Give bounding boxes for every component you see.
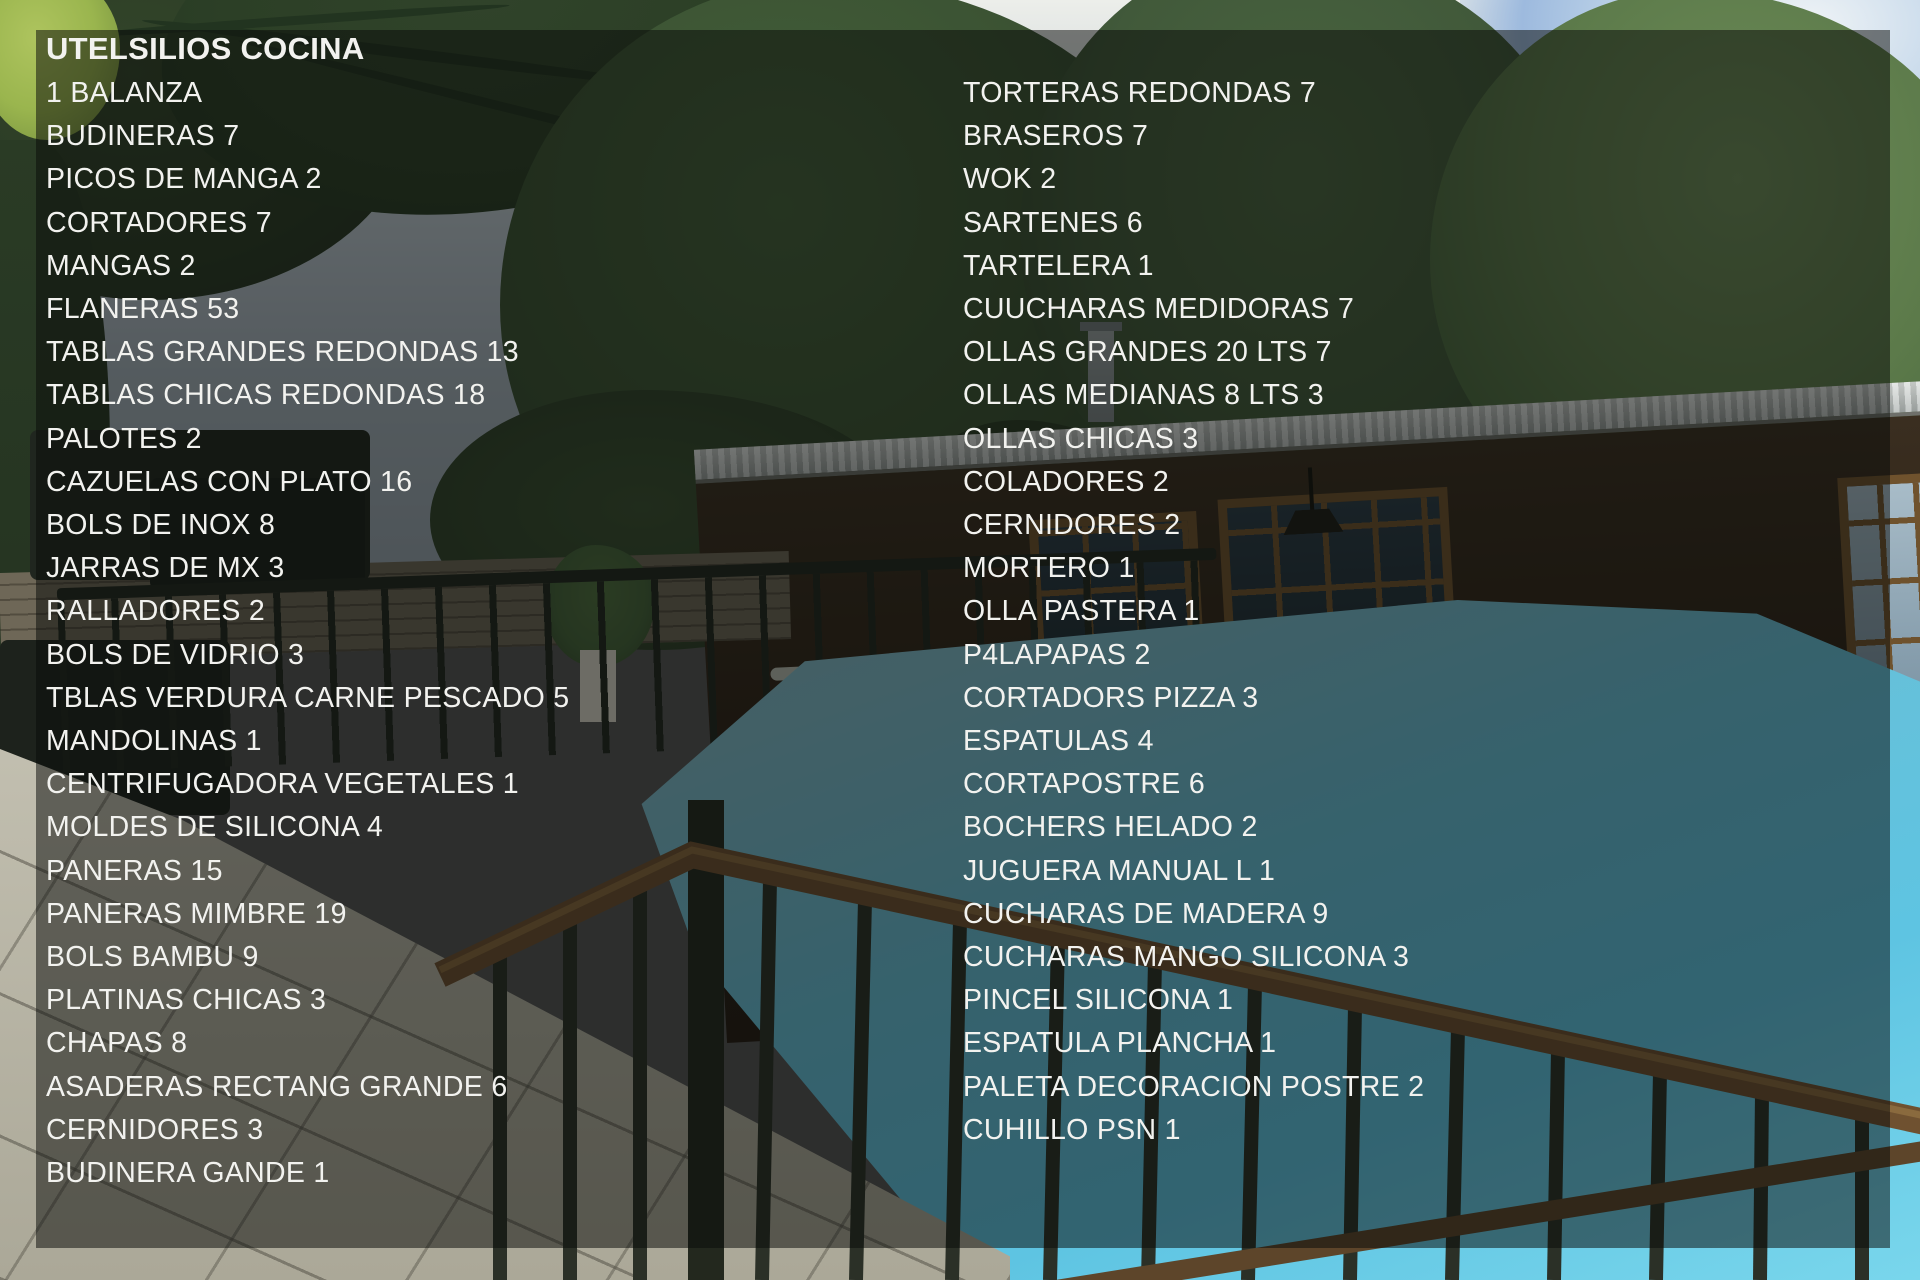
- list-item: OLLAS GRANDES 20 LTS 7: [963, 336, 1332, 369]
- list-item: CENTRIFUGADORA VEGETALES 1: [46, 768, 519, 801]
- list-item: ESPATULAS 4: [963, 725, 1154, 758]
- left-column: UTELSILIOS COCINA 1 BALANZA BUDINERAS 7 PI…: [46, 26, 569, 1195]
- list-item: BRASEROS 7: [963, 120, 1149, 153]
- list-item: 1 BALANZA: [46, 77, 203, 109]
- list-item: CORTADORS PIZZA 3: [963, 681, 1259, 714]
- list-item: CUUCHARAS MEDIDORAS 7: [963, 293, 1355, 326]
- left-item-list: 1 BALANZA BUDINERAS 7 PICOS DE MANGA 2 CORT…: [46, 72, 569, 1195]
- list-item: TBLAS VERDURA CARNE PESCADO 5: [46, 681, 570, 714]
- list-item: WOK 2: [963, 163, 1057, 196]
- list-item: PLATINAS CHICAS 3: [46, 984, 327, 1017]
- list-item: RALLADORES 2: [46, 595, 266, 628]
- list-item: PICOS DE MANGA 2: [46, 163, 322, 196]
- list-item: FLANERAS 53: [46, 293, 240, 326]
- list-item: BOLS DE VIDRIO 3: [46, 638, 305, 671]
- list-item: SARTENES 6: [963, 206, 1143, 239]
- list-item: PINCEL SILICONA 1: [963, 984, 1234, 1017]
- list-item: COLADORES 2: [963, 465, 1170, 498]
- list-item: CHAPAS 8: [46, 1027, 188, 1060]
- list-item: JARRAS DE MX 3: [46, 552, 285, 585]
- list-item: TARTELERA 1: [963, 249, 1154, 282]
- list-item: ASADERAS RECTANG GRANDE 6: [46, 1070, 508, 1103]
- list-item: OLLAS MEDIANAS 8 LTS 3: [963, 379, 1324, 412]
- list-item: P4LAPAPAS 2: [963, 638, 1151, 671]
- list-item: BOCHERS HELADO 2: [963, 811, 1258, 844]
- list-item: MANDOLINAS 1: [46, 725, 262, 758]
- list-item: BOLS BAMBU 9: [46, 941, 259, 974]
- list-item: MOLDES DE SILICONA 4: [46, 811, 384, 844]
- list-item: TABLAS GRANDES REDONDAS 13: [46, 336, 519, 369]
- list-item: CUHILLO PSN 1: [963, 1113, 1181, 1146]
- list-item: MORTERO 1: [963, 552, 1135, 585]
- list-item: PANERAS 15: [46, 854, 223, 887]
- list-item: CAZUELAS CON PLATO 16: [46, 465, 413, 498]
- list-item: CERNIDORES 2: [963, 509, 1181, 542]
- list-item: CORTADORES 7: [46, 206, 272, 239]
- list-item: PALETA DECORACION POSTRE 2: [963, 1070, 1425, 1103]
- list-title: UTELSILIOS COCINA: [46, 31, 365, 66]
- list-item: MANGAS 2: [46, 249, 196, 282]
- list-item: ESPATULA PLANCHA 1: [963, 1027, 1277, 1060]
- right-column: TORTERAS REDONDAS 7 BRASEROS 7 WOK 2 SARTEN…: [963, 72, 1424, 1152]
- list-item: OLLAS CHICAS 3: [963, 422, 1199, 455]
- list-item: JUGUERA MANUAL L 1: [963, 854, 1276, 887]
- list-item: CUCHARAS MANGO SILICONA 3: [963, 941, 1410, 974]
- list-item: TABLAS CHICAS REDONDAS 18: [46, 379, 486, 412]
- list-item: BUDINERAS 7: [46, 120, 240, 153]
- list-item: CUCHARAS DE MADERA 9: [963, 897, 1329, 930]
- right-item-list: TORTERAS REDONDAS 7 BRASEROS 7 WOK 2 SARTEN…: [963, 72, 1424, 1152]
- list-item: TORTERAS REDONDAS 7: [963, 77, 1317, 109]
- list-item: OLLA PASTERA 1: [963, 595, 1200, 628]
- list-item: PALOTES 2: [46, 422, 202, 455]
- list-item: CORTAPOSTRE 6: [963, 768, 1205, 801]
- list-item: CERNIDORES 3: [46, 1113, 264, 1146]
- dark-overlay: [36, 30, 1890, 1248]
- list-item: PANERAS MIMBRE 19: [46, 897, 347, 930]
- list-item: BUDINERA GANDE 1: [46, 1157, 330, 1190]
- list-item: BOLS DE INOX 8: [46, 509, 276, 542]
